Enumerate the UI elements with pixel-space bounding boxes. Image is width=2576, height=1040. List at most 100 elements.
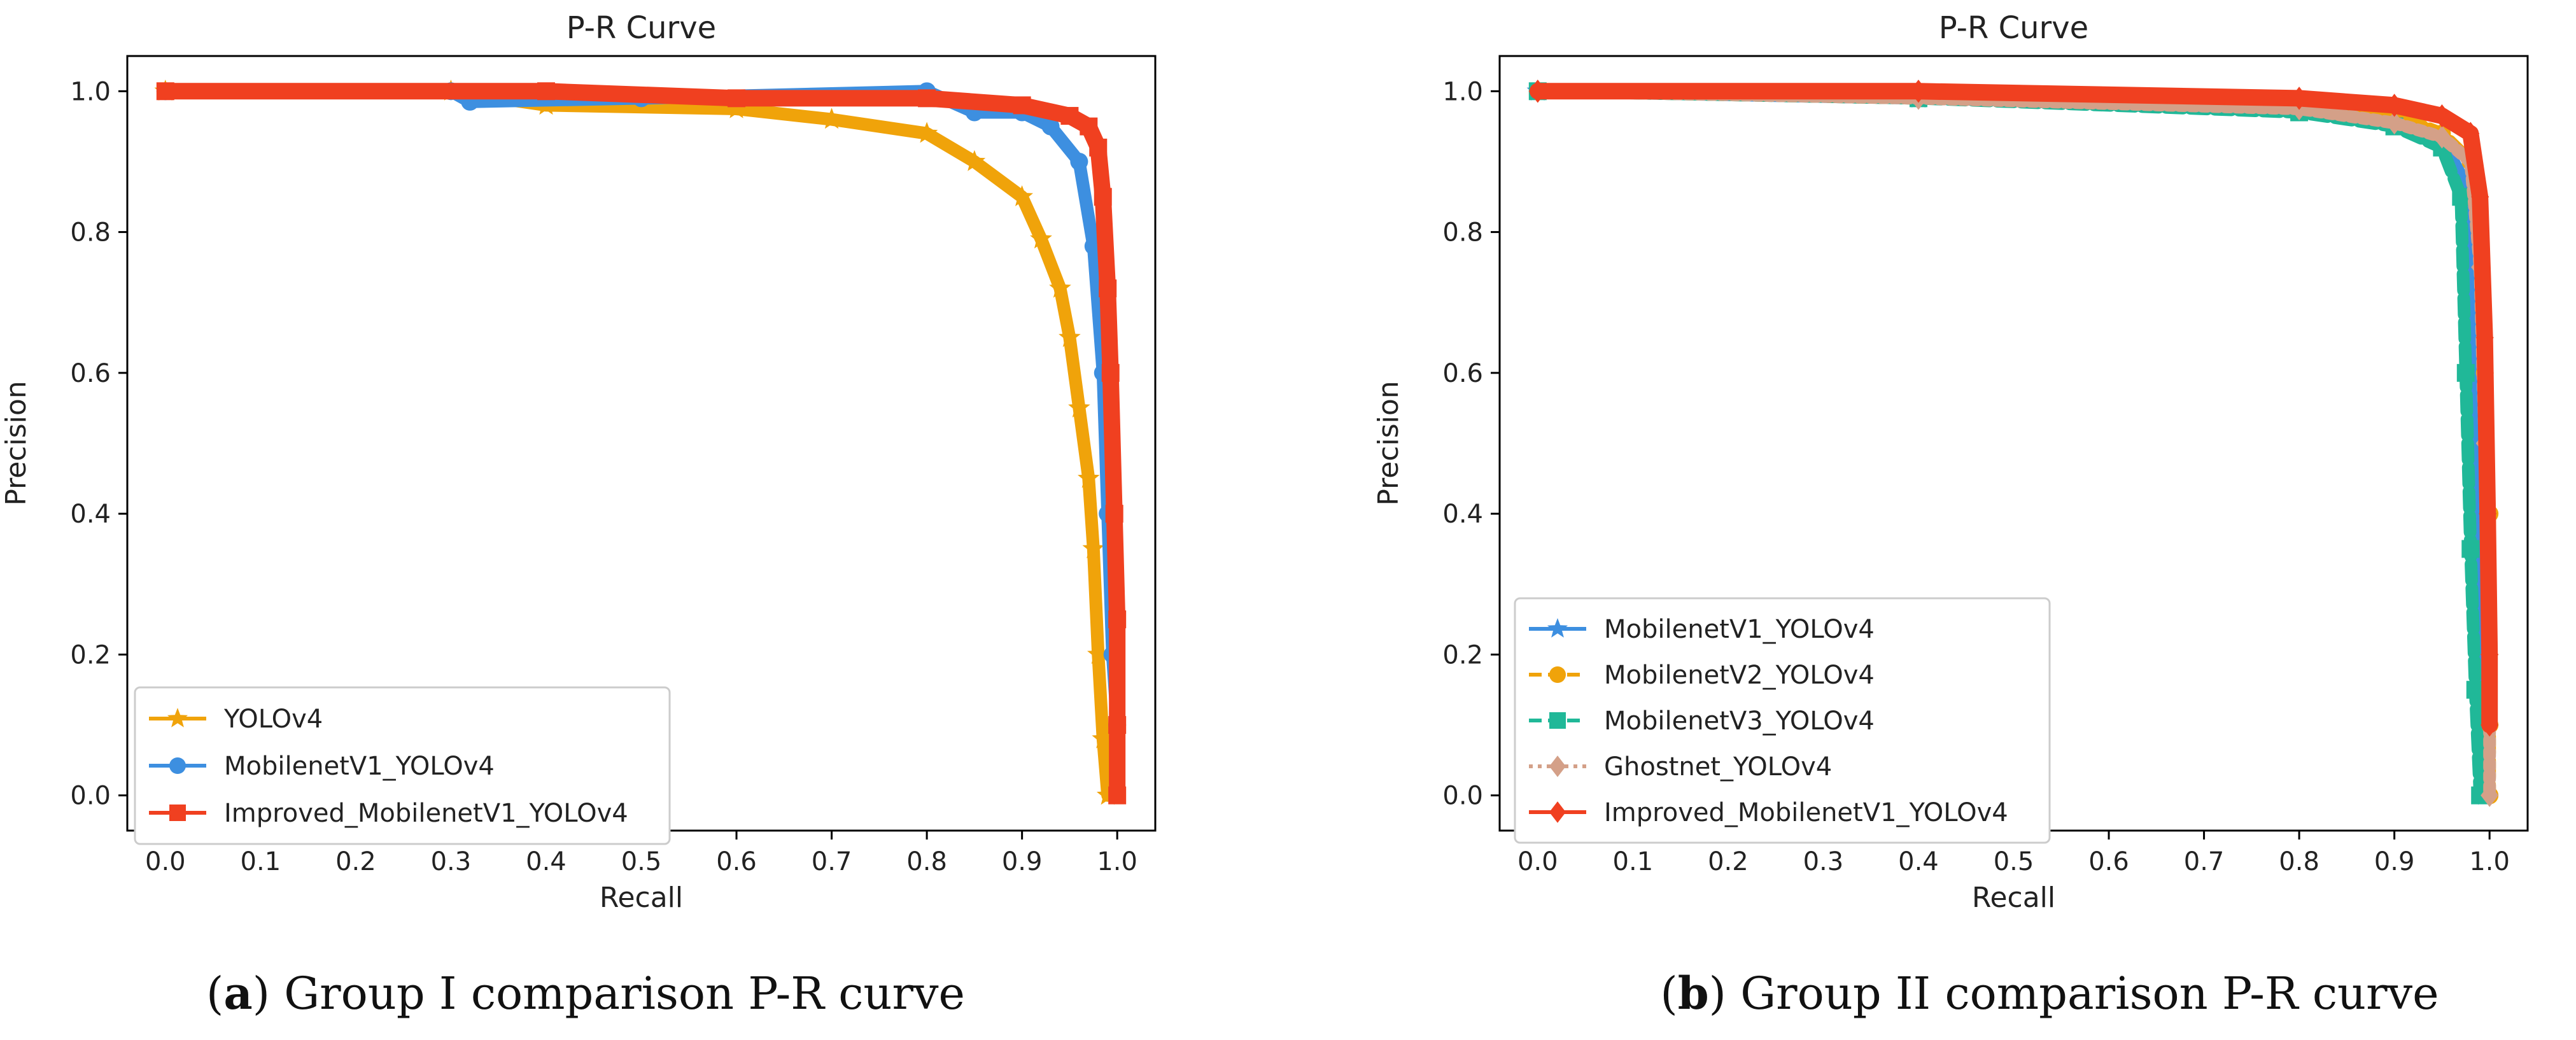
data-point [1049,276,1071,298]
x-tick-label: 0.0 [1517,847,1558,876]
legend-box [1514,597,2051,844]
data-point [2456,363,2475,382]
x-tick-label: 0.7 [812,847,852,876]
pr-curve-chart-b: P-R Curve 0.0 0.1 0.2 0.3 0.4 0.5 0.6 0.7 0.8 0.9 1… [1372,10,2529,1020]
legend-marker [169,757,186,774]
data-point [1909,80,1927,103]
data-point [2385,111,2404,135]
data-point [1041,117,1060,136]
data-point [1108,786,1127,805]
y-tick-label: 1.0 [70,77,111,106]
legend-marker [1547,618,1568,638]
data-point [156,82,174,101]
data-point [2460,291,2482,312]
data-point [1030,227,1052,249]
y-tick-label: 0.0 [70,782,111,811]
data-point [2481,784,2499,807]
y-tick-label: 0.8 [1442,218,1483,248]
y-tick-label: 0.6 [70,359,111,388]
data-point [1059,326,1081,348]
x-tick-label: 0.4 [1898,847,1939,876]
data-point [1099,279,1117,298]
y-tick-label: 1.0 [1442,77,1483,106]
x-tick-label: 0.1 [241,847,281,876]
data-point [915,122,938,143]
y-axis-label: Precision [0,381,32,505]
chart-title: P-R Curve [567,10,716,46]
data-point [2461,122,2480,145]
legend-entry-label: MobilenetV2_YOLOv4 [1604,661,1875,690]
x-tick-label: 0.6 [2088,847,2129,876]
x-tick-label: 0.4 [526,847,567,876]
data-point [2475,326,2494,349]
legend-marker [169,805,186,821]
data-point [2479,502,2497,526]
pr-curve-chart-a: P-R Curve 0.0 0.1 0.2 0.3 0.4 0.5 0.6 0.7 0.8 0.9 1… [0,10,1157,1020]
data-point [1108,610,1127,629]
x-tick-label: 0.6 [716,847,757,876]
legend-entry-label: MobilenetV1_YOLOv4 [224,752,495,781]
x-tick-label: 0.8 [906,847,947,876]
x-tick-label: 0.9 [1002,847,1043,876]
data-point [2385,94,2404,117]
data-point [728,89,746,108]
caption-text: ) Group II comparison P-R curve [1709,967,2439,1020]
caption-text: ) Group I comparison P-R curve [253,967,965,1020]
data-point [1108,716,1127,734]
caption-letter: b [1678,967,1709,1020]
figure-caption: (b) Group II comparison P-R curve [1660,967,2439,1020]
legend-entry-label: YOLOv4 [223,705,323,734]
legend-entry-label: MobilenetV3_YOLOv4 [1604,706,1875,736]
legend-marker [1549,712,1566,729]
x-tick-label: 0.5 [621,847,662,876]
x-tick-label: 0.0 [145,847,186,876]
caption-open-paren: ( [1660,967,1677,1020]
x-tick-label: 1.0 [2469,847,2510,876]
legend-entry-label: Improved_MobilenetV1_YOLOv4 [224,799,628,828]
data-point [1082,537,1105,559]
data-point [1087,643,1109,664]
data-point [820,108,843,129]
data-point [918,89,936,108]
x-tick-label: 0.3 [1803,847,1844,876]
data-point [2471,185,2489,209]
y-axis-label: Precision [1372,381,1405,505]
data-point [1068,397,1090,418]
data-point [1092,727,1115,748]
y-tick-label: 0.8 [70,218,111,248]
x-tick-label: 0.9 [2374,847,2415,876]
data-point [1070,152,1088,171]
data-point [2433,104,2451,128]
series-mobilenetv1-yolov4 [156,82,1127,734]
legend-marker [1549,666,1566,683]
data-point [1101,363,1120,382]
data-point [2433,125,2451,149]
data-point [1089,138,1108,157]
data-point [963,150,986,171]
y-tick-label: 0.0 [1442,782,1483,811]
data-point [1013,96,1031,115]
legend-marker [1549,801,1566,823]
legend-entry-label: Improved_MobilenetV1_YOLOv4 [1604,798,2008,827]
figure-caption: (a) Group I comparison P-R curve [206,967,965,1020]
data-point [1060,107,1079,125]
data-point [725,97,748,118]
data-point [1011,185,1033,206]
data-point [2466,680,2484,699]
x-tick-label: 0.7 [2184,847,2225,876]
legend-box [134,686,671,845]
x-tick-label: 0.3 [431,847,472,876]
data-point [2464,467,2487,488]
x-tick-label: 0.2 [1708,847,1749,876]
y-tick-label: 0.2 [70,640,111,670]
x-tick-label: 0.8 [2279,847,2319,876]
series-line [158,85,1124,731]
x-axis-label: Recall [1972,882,2055,914]
series-improved-mobilenetv1-yolov4 [1528,80,2499,737]
data-point [2461,540,2480,558]
data-point [2290,87,2309,110]
chart-title: P-R Curve [1939,10,2088,46]
caption-open-paren: ( [206,967,223,1020]
data-point [1096,784,1119,805]
x-tick-label: 0.1 [1613,847,1654,876]
